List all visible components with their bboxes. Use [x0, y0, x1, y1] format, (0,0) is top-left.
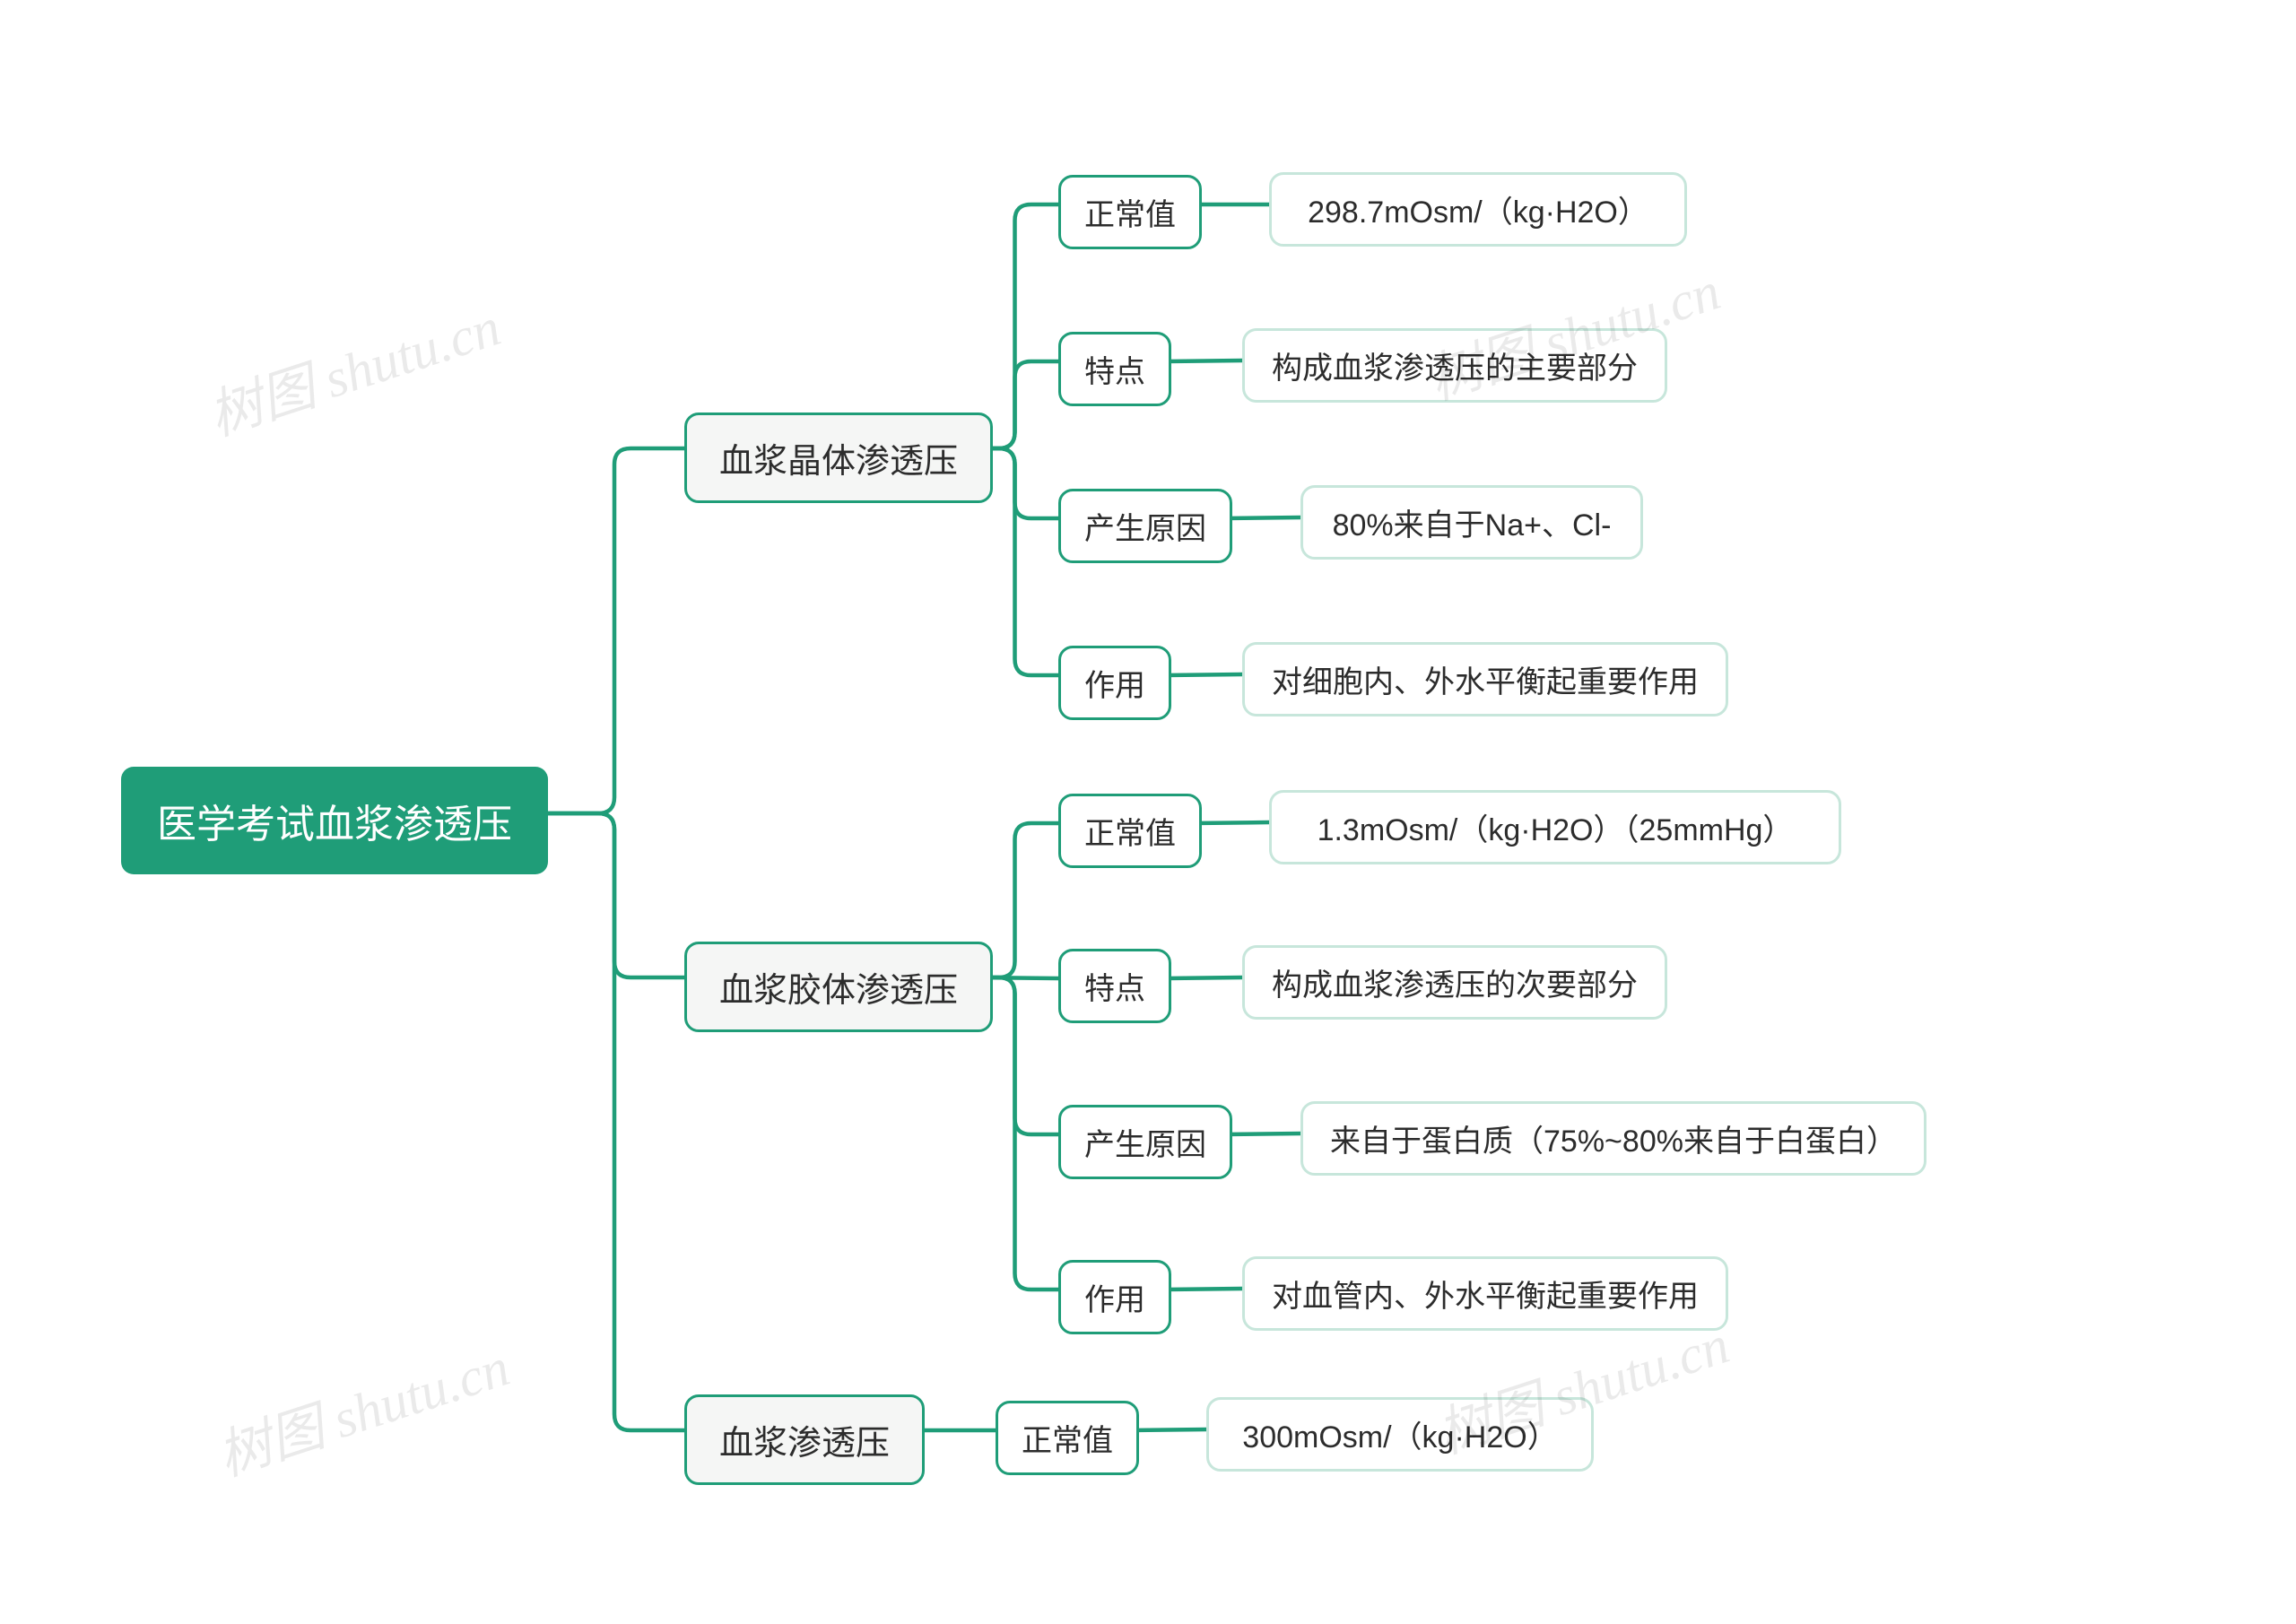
mindmap-stage: 医学考试血浆渗透压血浆晶体渗透压正常值298.7mOsm/（kg·H2O）特点构…: [0, 0, 2296, 1624]
mid-o_cause: 产生原因: [1058, 1105, 1232, 1179]
leaf-c_cause: 80%来自于Na+、Cl-: [1300, 485, 1643, 560]
leaf-o_feature: 构成血浆渗透压的次要部分: [1242, 945, 1667, 1020]
mid-t_normal: 正常值: [996, 1401, 1139, 1475]
watermark: 树图 shutu.cn: [197, 283, 509, 451]
mid-c_feature: 特点: [1058, 332, 1171, 406]
leaf-o_normal: 1.3mOsm/（kg·H2O）（25mmHg）: [1269, 790, 1841, 864]
mid-c_normal: 正常值: [1058, 175, 1202, 249]
mid-o_normal: 正常值: [1058, 794, 1202, 868]
mid-o_feature: 特点: [1058, 949, 1171, 1023]
watermark: 树图 shutu.cn: [206, 1324, 517, 1491]
mid-c_cause: 产生原因: [1058, 489, 1232, 563]
root-node: 医学考试血浆渗透压: [121, 767, 548, 874]
leaf-c_feature: 构成血浆渗透压的主要部分: [1242, 328, 1667, 403]
branch-crystal: 血浆晶体渗透压: [684, 413, 993, 503]
branch-colloid: 血浆胶体渗透压: [684, 942, 993, 1032]
branch-total: 血浆渗透压: [684, 1394, 925, 1485]
leaf-c_normal: 298.7mOsm/（kg·H2O）: [1269, 172, 1687, 247]
leaf-o_cause: 来自于蛋白质（75%~80%来自于白蛋白）: [1300, 1101, 1926, 1176]
leaf-o_role: 对血管内、外水平衡起重要作用: [1242, 1256, 1728, 1331]
mid-c_role: 作用: [1058, 646, 1171, 720]
leaf-c_role: 对细胞内、外水平衡起重要作用: [1242, 642, 1728, 716]
mid-o_role: 作用: [1058, 1260, 1171, 1334]
leaf-t_normal: 300mOsm/（kg·H2O）: [1206, 1397, 1594, 1472]
